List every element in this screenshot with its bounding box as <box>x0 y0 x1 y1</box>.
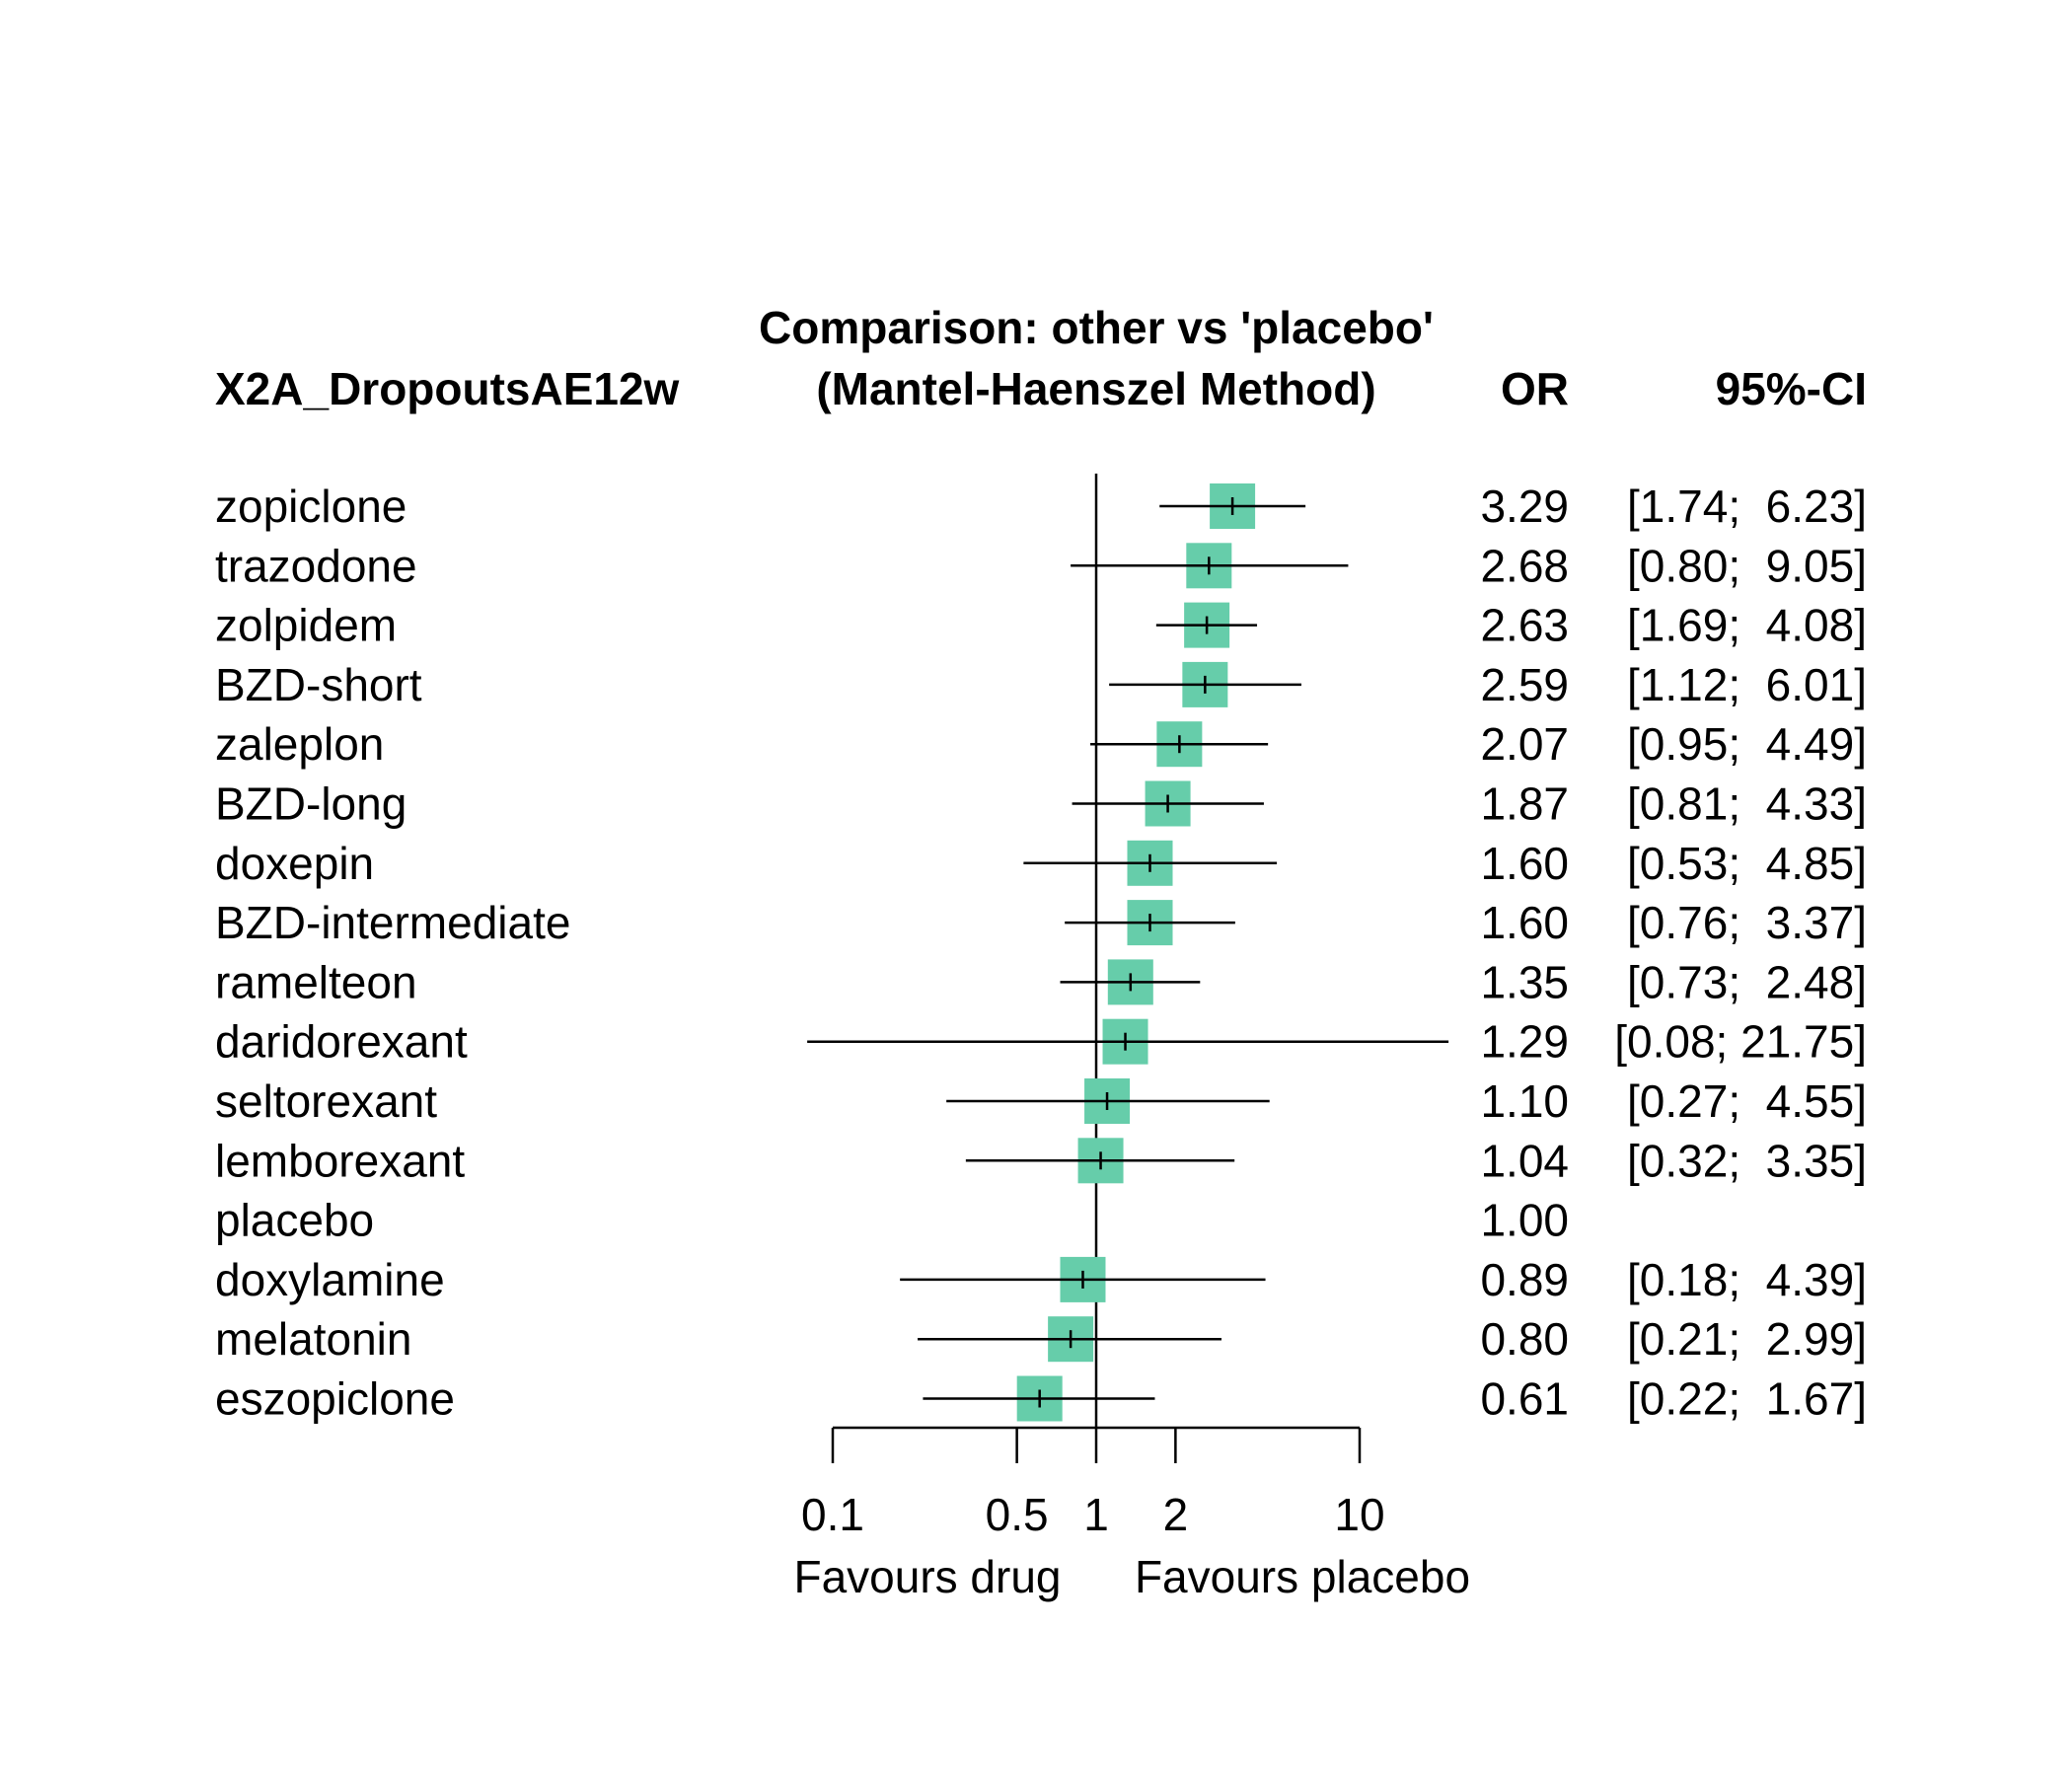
row-ci-value: [0.21; 2.99] <box>1627 1313 1867 1365</box>
row-ci-value: [0.27; 4.55] <box>1627 1075 1867 1127</box>
row-or-value: 3.29 <box>1480 481 1569 532</box>
row-label: melatonin <box>215 1313 411 1365</box>
row-ci-value: [0.76; 3.37] <box>1627 897 1867 948</box>
x-tick-label: 2 <box>1163 1489 1189 1540</box>
row-or-value: 1.04 <box>1480 1135 1569 1186</box>
row-ci-value: [0.18; 4.39] <box>1627 1254 1867 1305</box>
row-or-value: 1.10 <box>1480 1075 1569 1127</box>
row-or-value: 2.68 <box>1480 540 1569 591</box>
row-or-value: 2.63 <box>1480 600 1569 651</box>
row-label: daridorexant <box>215 1016 468 1068</box>
x-tick-label: 1 <box>1083 1489 1109 1540</box>
x-tick-label: 0.5 <box>986 1489 1049 1540</box>
row-ci-value: [0.08; 21.75] <box>1614 1016 1867 1068</box>
row-label: BZD-long <box>215 778 407 830</box>
row-label: BZD-intermediate <box>215 897 570 948</box>
row-label: zolpidem <box>215 600 397 651</box>
row-or-value: 1.00 <box>1480 1195 1569 1246</box>
chart-title-line1: Comparison: other vs 'placebo' <box>759 302 1434 353</box>
row-or-value: 1.60 <box>1480 838 1569 889</box>
x-tick-label: 10 <box>1334 1489 1384 1540</box>
effect-column-header: OR <box>1501 363 1569 414</box>
row-ci-value: [1.69; 4.08] <box>1627 600 1867 651</box>
row-ci-value: [0.73; 2.48] <box>1627 956 1867 1007</box>
row-or-value: 2.07 <box>1480 718 1569 770</box>
outcome-label: X2A_DropoutsAE12w <box>215 363 680 414</box>
row-or-value: 0.61 <box>1480 1373 1569 1425</box>
row-or-value: 0.80 <box>1480 1313 1569 1365</box>
x-tick-label: 0.1 <box>801 1489 864 1540</box>
chart-title-line2: (Mantel-Haenszel Method) <box>816 363 1375 414</box>
row-or-value: 0.89 <box>1480 1254 1569 1305</box>
favours-placebo-label: Favours placebo <box>1135 1551 1470 1602</box>
row-ci-value: [0.22; 1.67] <box>1627 1373 1867 1425</box>
row-or-value: 1.87 <box>1480 778 1569 830</box>
row-label: ramelteon <box>215 956 417 1007</box>
row-ci-value: [1.12; 6.01] <box>1627 659 1867 710</box>
row-label: lemborexant <box>215 1135 465 1186</box>
row-or-value: 1.60 <box>1480 897 1569 948</box>
row-label: zaleplon <box>215 718 384 770</box>
x-axis: 0.1 0.5 1 2 10 <box>801 1426 1385 1540</box>
row-or-value: 2.59 <box>1480 659 1569 710</box>
row-ci-value: [0.81; 4.33] <box>1627 778 1867 830</box>
row-label: trazodone <box>215 540 417 591</box>
row-label: BZD-short <box>215 659 422 710</box>
row-label: zopiclone <box>215 481 407 532</box>
row-ci-value: [0.95; 4.49] <box>1627 718 1867 770</box>
favours-drug-label: Favours drug <box>793 1551 1061 1602</box>
row-ci-value: [0.32; 3.35] <box>1627 1135 1867 1186</box>
row-label: eszopiclone <box>215 1373 455 1425</box>
row-ci-value: [1.74; 6.23] <box>1627 481 1867 532</box>
row-ci-value: [0.80; 9.05] <box>1627 540 1867 591</box>
ci-column-header: 95%-CI <box>1716 363 1867 414</box>
row-or-value: 1.35 <box>1480 956 1569 1007</box>
forest-rows: zopiclone 3.29 [1.74; 6.23] trazodone 2.68 [0… <box>215 474 1867 1428</box>
row-label: placebo <box>215 1195 374 1246</box>
row-label: seltorexant <box>215 1075 437 1127</box>
row-or-value: 1.29 <box>1480 1016 1569 1068</box>
row-ci-value: [0.53; 4.85] <box>1627 838 1867 889</box>
row-label: doxylamine <box>215 1254 445 1305</box>
row-label: doxepin <box>215 838 374 889</box>
